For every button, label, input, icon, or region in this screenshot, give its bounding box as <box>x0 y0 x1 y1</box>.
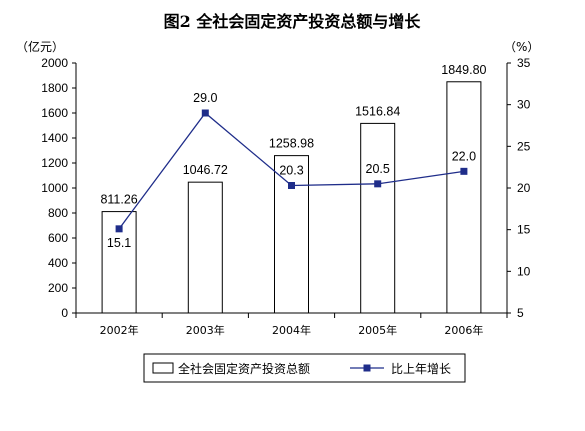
left-tick-label: 1800 <box>41 81 68 95</box>
growth-value-label: 20.3 <box>279 164 303 178</box>
left-tick-label: 0 <box>61 306 68 320</box>
x-tick-label: 2004年 <box>272 323 311 337</box>
left-tick-label: 2000 <box>41 56 68 70</box>
right-tick-label: 10 <box>517 264 531 278</box>
legend: 全社会固定资产投资总额 比上年增长 <box>143 353 466 383</box>
left-tick-label: 1600 <box>41 106 68 120</box>
left-tick-label: 600 <box>48 231 68 245</box>
legend-marker-swatch <box>363 364 371 372</box>
growth-marker <box>115 225 123 233</box>
bar <box>360 122 396 314</box>
bar <box>187 181 223 314</box>
growth-marker <box>374 180 382 188</box>
left-tick-label: 200 <box>48 281 68 295</box>
growth-marker <box>201 109 209 117</box>
left-tick-label: 1000 <box>41 181 68 195</box>
chart-title: 图2 全社会固定资产投资总额与增长 <box>164 12 422 31</box>
legend-bar-label: 全社会固定资产投资总额 <box>178 361 310 376</box>
right-tick-label: 25 <box>517 139 531 153</box>
left-tick-label: 1400 <box>41 131 68 145</box>
x-tick-label: 2005年 <box>358 323 397 337</box>
bar-value-label: 811.26 <box>100 193 137 207</box>
legend-box <box>143 353 466 383</box>
x-tick-label: 2002年 <box>100 323 139 337</box>
bar-value-label: 1046.72 <box>183 163 228 177</box>
left-tick-label: 800 <box>48 206 68 220</box>
right-tick-label: 30 <box>517 98 531 112</box>
legend-bar-swatch <box>152 362 174 374</box>
growth-value-label: 22.0 <box>452 149 476 163</box>
right-tick-label: 15 <box>517 223 531 237</box>
x-tick-label: 2006年 <box>444 323 483 337</box>
right-tick-label: 5 <box>517 306 524 320</box>
growth-value-label: 29.0 <box>193 91 217 105</box>
growth-marker <box>288 182 295 189</box>
growth-value-label: 20.5 <box>366 162 390 176</box>
x-tick-label: 2003年 <box>186 323 225 337</box>
growth-value-label: 15.1 <box>107 236 131 250</box>
right-tick-label: 35 <box>517 56 531 70</box>
right-tick-label: 20 <box>517 181 531 195</box>
bar-value-label: 1258.98 <box>269 137 314 151</box>
left-axis-unit: （亿元） <box>16 39 64 54</box>
bar <box>274 155 309 314</box>
left-tick-label: 1200 <box>41 156 68 170</box>
left-tick-label: 400 <box>48 256 68 270</box>
legend-line-label: 比上年增长 <box>391 362 451 376</box>
bar <box>446 81 482 314</box>
growth-marker <box>460 167 468 175</box>
plot-area: 0 200 400 600 800 1000 1200 1400 1600 1800 2000 5 10… <box>41 56 530 337</box>
bar-value-label: 1516.84 <box>355 104 400 118</box>
right-axis-unit: （%） <box>504 40 539 54</box>
bar-value-label: 1849.80 <box>441 63 486 77</box>
